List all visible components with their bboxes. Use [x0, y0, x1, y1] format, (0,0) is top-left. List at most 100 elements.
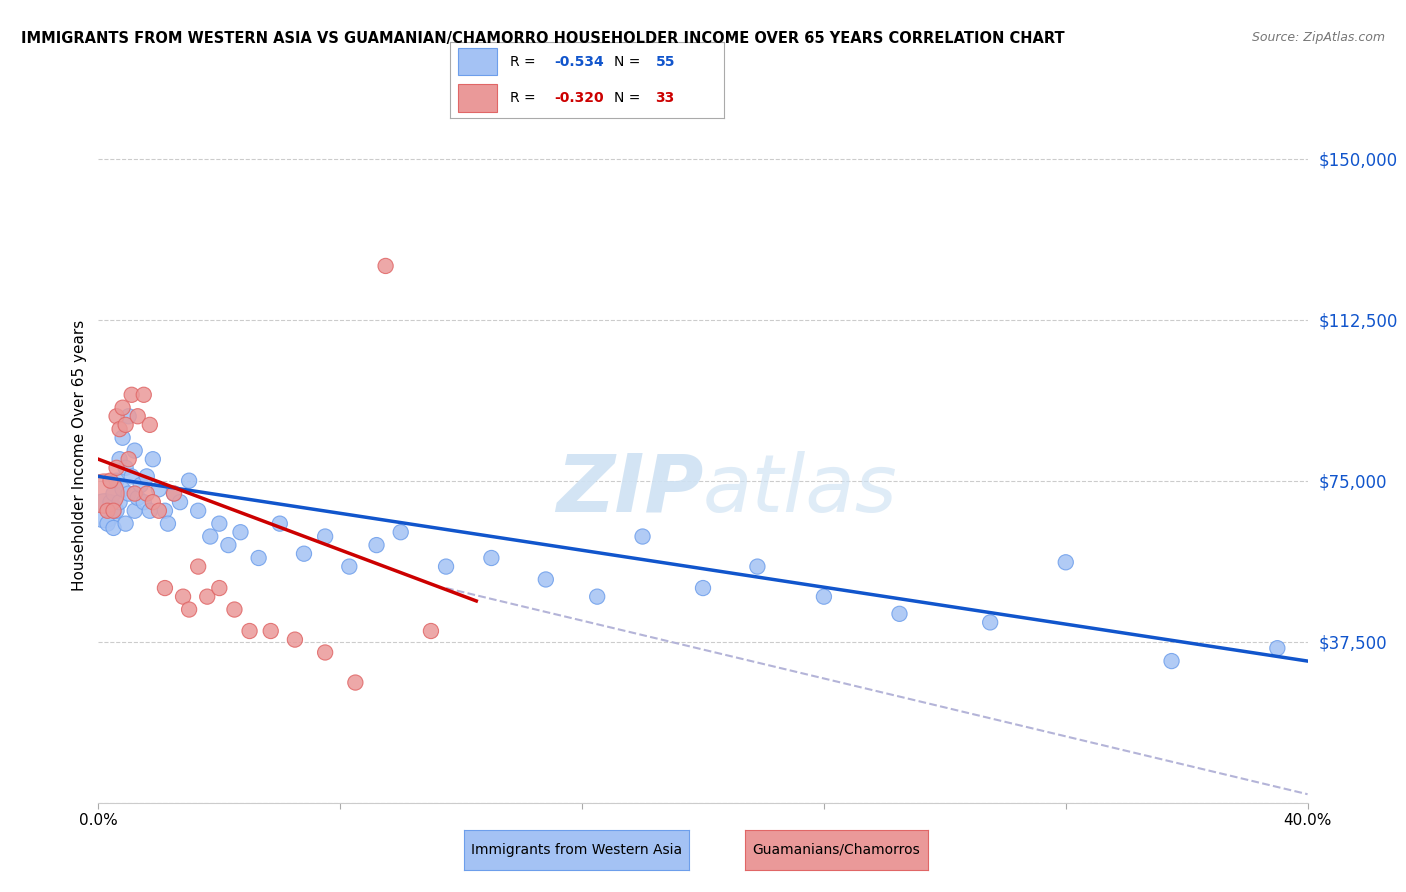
- Point: [200, 529, 222, 543]
- FancyBboxPatch shape: [458, 85, 496, 112]
- Point: [177, 602, 201, 616]
- Point: [979, 615, 1001, 630]
- Point: [260, 624, 283, 638]
- Point: [747, 559, 769, 574]
- Point: [434, 559, 457, 574]
- Point: [813, 590, 835, 604]
- Point: [124, 443, 146, 458]
- Point: [108, 422, 131, 436]
- Point: [132, 388, 155, 402]
- Point: [208, 581, 231, 595]
- Point: [187, 504, 209, 518]
- Point: [118, 409, 141, 424]
- Point: [111, 431, 134, 445]
- Point: [239, 624, 262, 638]
- Point: [135, 486, 157, 500]
- Point: [108, 495, 131, 509]
- Point: [105, 474, 128, 488]
- Point: [148, 483, 170, 497]
- Point: [163, 486, 186, 500]
- Point: [172, 590, 194, 604]
- Text: 33: 33: [655, 91, 675, 105]
- Point: [153, 504, 176, 518]
- Point: [114, 417, 136, 432]
- Text: R =: R =: [510, 54, 540, 69]
- Point: [96, 516, 118, 531]
- Text: N =: N =: [614, 91, 645, 105]
- Point: [139, 504, 162, 518]
- Point: [389, 525, 412, 540]
- Point: [195, 590, 218, 604]
- Point: [269, 516, 291, 531]
- Point: [108, 452, 131, 467]
- Point: [366, 538, 388, 552]
- Point: [127, 409, 149, 424]
- Point: [93, 504, 115, 518]
- Point: [103, 486, 125, 500]
- Point: [337, 559, 360, 574]
- Point: [96, 504, 118, 518]
- Point: [247, 551, 270, 566]
- FancyBboxPatch shape: [458, 48, 496, 75]
- Text: -0.534: -0.534: [554, 54, 603, 69]
- Point: [105, 409, 128, 424]
- Point: [124, 504, 146, 518]
- Point: [135, 469, 157, 483]
- Text: Guamanians/Chamorros: Guamanians/Chamorros: [752, 843, 921, 856]
- Point: [481, 551, 503, 566]
- Text: -0.320: -0.320: [554, 91, 603, 105]
- Point: [692, 581, 714, 595]
- Text: atlas: atlas: [703, 450, 898, 529]
- Point: [118, 452, 141, 467]
- Point: [208, 516, 231, 531]
- Point: [103, 521, 125, 535]
- Point: [118, 486, 141, 500]
- Point: [631, 529, 654, 543]
- Point: [142, 452, 165, 467]
- Point: [132, 495, 155, 509]
- Point: [139, 417, 162, 432]
- Text: ZIP: ZIP: [555, 450, 703, 529]
- Point: [111, 483, 134, 497]
- Point: [156, 516, 179, 531]
- Text: N =: N =: [614, 54, 645, 69]
- Point: [586, 590, 609, 604]
- Point: [224, 602, 246, 616]
- Text: Source: ZipAtlas.com: Source: ZipAtlas.com: [1251, 31, 1385, 45]
- Point: [105, 504, 128, 518]
- Point: [314, 529, 336, 543]
- Point: [217, 538, 239, 552]
- Text: Immigrants from Western Asia: Immigrants from Western Asia: [471, 843, 682, 856]
- Point: [284, 632, 307, 647]
- Point: [169, 495, 191, 509]
- Point: [124, 486, 146, 500]
- Point: [129, 478, 152, 492]
- Text: 55: 55: [655, 54, 675, 69]
- Point: [121, 388, 143, 402]
- Point: [177, 474, 201, 488]
- Point: [148, 504, 170, 518]
- Point: [103, 504, 125, 518]
- Point: [1054, 555, 1077, 569]
- Text: IMMIGRANTS FROM WESTERN ASIA VS GUAMANIAN/CHAMORRO HOUSEHOLDER INCOME OVER 65 YE: IMMIGRANTS FROM WESTERN ASIA VS GUAMANIA…: [21, 31, 1064, 46]
- Point: [889, 607, 911, 621]
- Point: [1160, 654, 1182, 668]
- Point: [163, 486, 186, 500]
- Point: [142, 495, 165, 509]
- Point: [374, 259, 396, 273]
- Point: [1265, 641, 1288, 656]
- Point: [105, 460, 128, 475]
- Point: [111, 401, 134, 415]
- Point: [419, 624, 441, 638]
- Point: [114, 460, 136, 475]
- Point: [292, 547, 315, 561]
- Point: [121, 469, 143, 483]
- Point: [127, 491, 149, 505]
- Point: [314, 645, 336, 659]
- Point: [187, 559, 209, 574]
- Point: [153, 581, 176, 595]
- Point: [114, 516, 136, 531]
- Y-axis label: Householder Income Over 65 years: Householder Income Over 65 years: [72, 319, 87, 591]
- Text: R =: R =: [510, 91, 540, 105]
- Point: [534, 573, 557, 587]
